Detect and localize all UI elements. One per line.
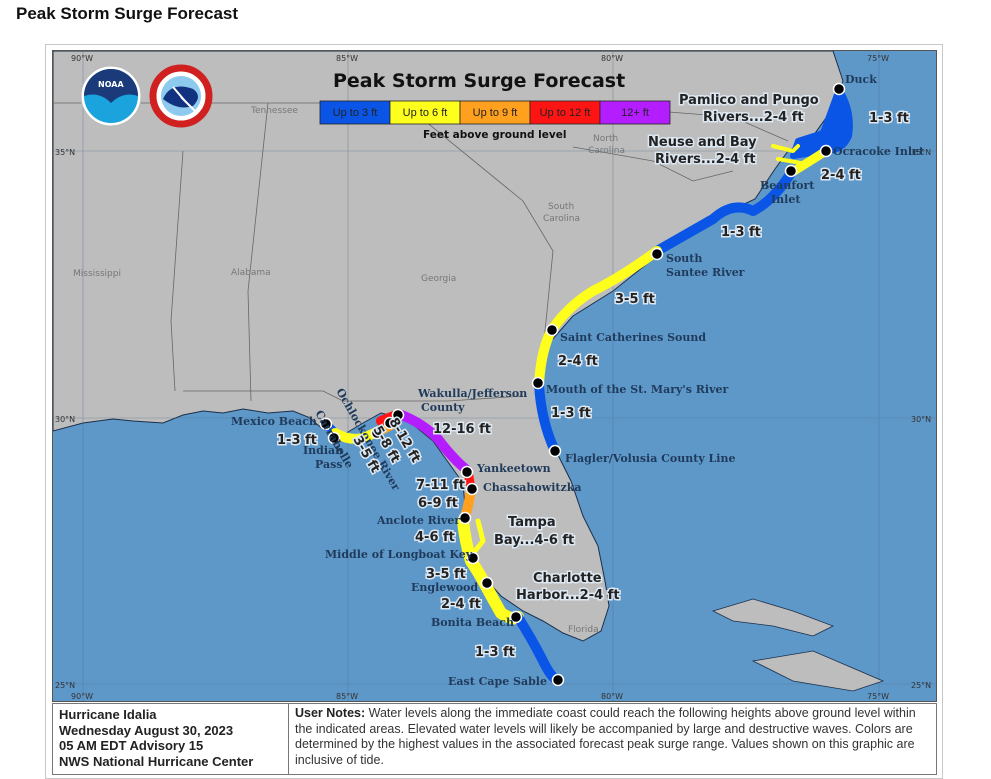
- svg-text:Mississippi: Mississippi: [73, 269, 121, 279]
- svg-text:85°W: 85°W: [336, 692, 358, 701]
- legend: Up to 3 ft Up to 6 ft Up to 9 ft Up to 1…: [319, 100, 671, 141]
- legend-item-1: Up to 3 ft: [333, 107, 378, 119]
- svg-text:Saint Catherines Sound: Saint Catherines Sound: [560, 331, 706, 344]
- svg-text:Carolina: Carolina: [543, 214, 580, 224]
- svg-text:75°W: 75°W: [867, 54, 889, 63]
- info-panel: Hurricane Idalia Wednesday August 30, 20…: [52, 703, 937, 775]
- svg-text:1-3 ft: 1-3 ft: [721, 225, 761, 240]
- advisory-info: Hurricane Idalia Wednesday August 30, 20…: [53, 704, 289, 774]
- svg-text:6-9 ft: 6-9 ft: [418, 496, 458, 511]
- svg-text:35°N: 35°N: [911, 148, 931, 157]
- svg-text:Tennessee: Tennessee: [250, 106, 298, 116]
- svg-text:30°N: 30°N: [911, 415, 931, 424]
- grid-labels: 90°W 85°W 80°W 75°W 90°W 85°W 80°W 75°W …: [55, 54, 931, 701]
- svg-text:1-3 ft: 1-3 ft: [277, 433, 317, 448]
- advisory-number: 05 AM EDT Advisory 15: [59, 738, 204, 753]
- svg-text:90°W: 90°W: [71, 54, 93, 63]
- svg-text:35°N: 35°N: [55, 148, 75, 157]
- svg-text:Charlotte: Charlotte: [533, 571, 602, 586]
- svg-text:Georgia: Georgia: [421, 274, 456, 284]
- noaa-logo: NOAA: [80, 65, 142, 127]
- svg-text:7-11 ft: 7-11 ft: [416, 478, 465, 493]
- svg-text:Harbor...2-4 ft: Harbor...2-4 ft: [516, 588, 620, 603]
- issuing-center: NWS National Hurricane Center: [59, 753, 254, 769]
- svg-text:2-4 ft: 2-4 ft: [558, 354, 598, 369]
- svg-text:Tampa: Tampa: [508, 515, 556, 530]
- svg-text:Middle of Longboat Key: Middle of Longboat Key: [325, 548, 473, 561]
- svg-text:Yankeetown: Yankeetown: [476, 462, 551, 475]
- user-notes-label: User Notes:: [295, 706, 366, 720]
- svg-text:East Cape Sable: East Cape Sable: [448, 675, 547, 688]
- svg-text:90°W: 90°W: [71, 692, 93, 701]
- svg-text:Neuse and Bay: Neuse and Bay: [648, 135, 757, 150]
- svg-text:Chassahowitzka: Chassahowitzka: [483, 481, 581, 494]
- svg-text:North: North: [593, 134, 618, 144]
- svg-text:County: County: [421, 401, 465, 414]
- legend-item-2: Up to 6 ft: [403, 107, 448, 119]
- svg-text:80°W: 80°W: [601, 692, 623, 701]
- svg-text:4-6 ft: 4-6 ft: [415, 530, 455, 545]
- svg-text:1-3 ft: 1-3 ft: [869, 111, 909, 126]
- svg-text:Alabama: Alabama: [231, 268, 271, 278]
- svg-text:Rivers...2-4 ft: Rivers...2-4 ft: [703, 110, 804, 125]
- svg-text:Rivers...2-4 ft: Rivers...2-4 ft: [655, 152, 756, 167]
- svg-text:12-16 ft: 12-16 ft: [433, 422, 491, 437]
- legend-item-3: Up to 9 ft: [473, 107, 518, 119]
- svg-text:Bay...4-6 ft: Bay...4-6 ft: [494, 533, 574, 548]
- svg-text:Flagler/Volusia County Line: Flagler/Volusia County Line: [565, 452, 735, 465]
- svg-text:1-3 ft: 1-3 ft: [551, 406, 591, 421]
- svg-text:Mexico Beach: Mexico Beach: [231, 415, 317, 428]
- svg-text:Indian: Indian: [303, 444, 343, 457]
- svg-text:3-5 ft: 3-5 ft: [615, 292, 655, 307]
- svg-text:2-4 ft: 2-4 ft: [441, 597, 481, 612]
- svg-text:2-4 ft: 2-4 ft: [821, 168, 861, 183]
- svg-text:Bonita Beach: Bonita Beach: [431, 616, 514, 629]
- svg-text:Anclote River: Anclote River: [376, 514, 460, 527]
- svg-text:1-3 ft: 1-3 ft: [475, 645, 515, 660]
- svg-text:Englewood: Englewood: [411, 581, 478, 594]
- island: [751, 650, 885, 692]
- state-labels: Tennessee North Carolina South Carolina Mi…: [73, 106, 625, 635]
- user-notes-text: Water levels along the immediate coast c…: [295, 706, 916, 767]
- advisory-date: Wednesday August 30, 2023: [59, 722, 234, 738]
- svg-text:Carolina: Carolina: [588, 146, 625, 156]
- svg-text:Wakulla/Jefferson: Wakulla/Jefferson: [417, 387, 527, 400]
- legend-item-5: 12+ ft: [621, 107, 649, 119]
- svg-text:85°W: 85°W: [336, 54, 358, 63]
- svg-text:75°W: 75°W: [867, 692, 889, 701]
- legend-item-4: Up to 12 ft: [540, 107, 591, 119]
- svg-text:80°W: 80°W: [601, 54, 623, 63]
- user-notes: User Notes: Water levels along the immed…: [289, 704, 936, 774]
- bay-labels: Pamlico and Pungo Rivers...2-4 ft Neuse …: [493, 92, 821, 605]
- surge-map: 90°W 85°W 80°W 75°W 90°W 85°W 80°W 75°W …: [52, 50, 937, 702]
- svg-text:3-5 ft: 3-5 ft: [426, 567, 466, 582]
- svg-text:Mouth of the St. Mary's River: Mouth of the St. Mary's River: [546, 383, 728, 396]
- svg-text:Pamlico and Pungo: Pamlico and Pungo: [679, 93, 819, 108]
- svg-text:Ocracoke Inlet: Ocracoke Inlet: [833, 145, 925, 158]
- svg-text:30°N: 30°N: [55, 415, 75, 424]
- page-title: Peak Storm Surge Forecast: [16, 4, 239, 23]
- svg-text:Santee River: Santee River: [666, 266, 745, 279]
- svg-text:South: South: [548, 202, 574, 212]
- svg-text:Beaufort: Beaufort: [760, 179, 815, 192]
- storm-name: Hurricane Idalia: [59, 707, 157, 722]
- location-markers: [319, 82, 846, 687]
- svg-text:25°N: 25°N: [55, 681, 75, 690]
- svg-text:Florida: Florida: [568, 625, 599, 635]
- svg-text:South: South: [666, 252, 702, 265]
- nws-logo: [149, 64, 213, 128]
- legend-caption: Feet above ground level: [423, 129, 566, 141]
- map-title: Peak Storm Surge Forecast: [333, 70, 625, 92]
- island: [711, 598, 834, 637]
- svg-text:Pass: Pass: [315, 458, 343, 471]
- svg-text:NOAA: NOAA: [98, 80, 124, 89]
- svg-text:Duck: Duck: [845, 73, 877, 86]
- svg-text:Inlet: Inlet: [771, 193, 801, 206]
- svg-text:25°N: 25°N: [911, 681, 931, 690]
